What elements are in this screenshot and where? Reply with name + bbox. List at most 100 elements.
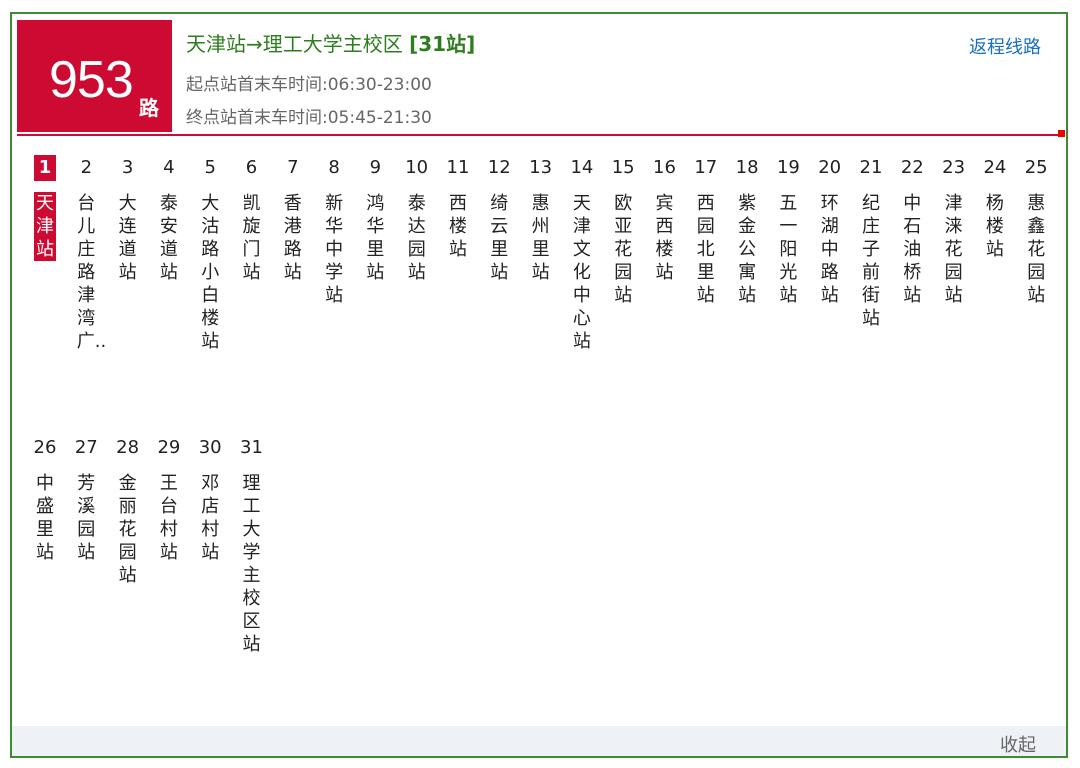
stop-number: 5	[204, 157, 216, 178]
stop-number: 2	[80, 157, 93, 178]
stop-number: 13	[529, 157, 553, 178]
stop-number: 7	[287, 157, 299, 178]
collapse-button[interactable]: 收起	[1000, 735, 1036, 756]
stop-name: 五一阳光站	[779, 193, 798, 306]
stop-name: 凯旋门站	[242, 193, 261, 283]
stop-item[interactable]: 31 理工大学主校区站	[232, 435, 272, 656]
stop-item[interactable]: 20 环湖中路站	[810, 155, 850, 307]
stop-item[interactable]: 22 中石油桥站	[892, 155, 932, 307]
stop-item[interactable]: 30 邓店村站	[190, 435, 230, 564]
stop-name: 紫金公寓站	[738, 193, 757, 306]
stop-number: 10	[405, 157, 429, 178]
stop-number: 25	[1024, 157, 1048, 178]
stop-number: 1	[34, 155, 56, 181]
stop-name: 泰达园站	[407, 193, 426, 283]
stop-name: 芳溪园站	[77, 473, 96, 563]
stop-number: 3	[121, 157, 134, 178]
stop-item[interactable]: 6 凯旋门站	[232, 155, 272, 284]
stop-name: 津涞花园站	[944, 193, 963, 306]
stop-item[interactable]: 2 台儿庄路津湾广..	[66, 155, 106, 353]
stop-item[interactable]: 27 芳溪园站	[66, 435, 106, 564]
stop-item[interactable]: 26 中盛里站	[25, 435, 65, 564]
stop-item[interactable]: 17 西园北里站	[686, 155, 726, 307]
stop-number: 22	[900, 157, 924, 178]
stop-number: 8	[328, 157, 340, 178]
stop-item[interactable]: 7 香港路站	[273, 155, 313, 284]
stop-item[interactable]: 29 王台村站	[149, 435, 189, 564]
stop-number: 17	[694, 157, 718, 178]
end-times: 终点站首末车时间:05:45-21:30	[186, 108, 432, 128]
stop-name: 大沽路小白楼站	[201, 193, 220, 352]
divider-marker	[1058, 130, 1065, 137]
stop-item[interactable]: 21 纪庄子前街站	[851, 155, 891, 330]
stop-number: 29	[157, 437, 181, 458]
stop-name: 纪庄子前街站	[862, 193, 880, 329]
stop-name: 鸿华里站	[366, 193, 385, 283]
stop-item[interactable]: 11 西楼站	[438, 155, 478, 261]
stop-number: 14	[570, 157, 594, 178]
stop-item[interactable]: 9 鸿华里站	[355, 155, 395, 284]
stop-number: 6	[245, 157, 258, 178]
stop-number: 30	[198, 437, 222, 458]
stop-number: 31	[240, 437, 263, 458]
start-times: 起点站首末车时间:06:30-23:00	[186, 75, 432, 95]
route-direction: 天津站→理工大学主校区	[186, 32, 403, 56]
stop-number: 16	[653, 157, 676, 178]
stop-name: 台儿庄路津湾广..	[76, 193, 107, 352]
route-panel	[10, 12, 1068, 758]
stop-number: 18	[735, 157, 759, 178]
stop-number: 27	[74, 437, 98, 458]
stop-item[interactable]: 10 泰达园站	[397, 155, 437, 284]
stop-item[interactable]: 4 泰安道站	[149, 155, 189, 284]
stop-name: 中盛里站	[36, 473, 54, 563]
return-route-link[interactable]: 返程线路	[969, 37, 1041, 58]
stop-name: 天津站	[34, 192, 56, 261]
footer-bar: 收起	[12, 726, 1066, 756]
stop-name: 王台村站	[159, 473, 178, 563]
stop-name: 金丽花园站	[118, 473, 137, 586]
stop-number: 19	[776, 157, 800, 178]
stop-name: 香港路站	[283, 193, 302, 283]
stop-number: 26	[33, 437, 57, 458]
stop-number: 23	[942, 157, 966, 178]
stop-name: 理工大学主校区站	[242, 473, 261, 655]
stop-name: 宾西楼站	[655, 193, 674, 283]
stop-item[interactable]: 28 金丽花园站	[108, 435, 148, 587]
divider	[17, 134, 1063, 136]
stop-name: 新华中学站	[325, 193, 344, 306]
stop-name: 邓店村站	[201, 473, 220, 563]
stop-item[interactable]: 14 天津文化中心站	[562, 155, 602, 353]
stop-item[interactable]: 15 欧亚花园站	[603, 155, 643, 307]
stop-item[interactable]: 5 大沽路小白楼站	[190, 155, 230, 353]
stop-number: 24	[983, 157, 1007, 178]
stop-number: 20	[818, 157, 842, 178]
stop-name: 欧亚花园站	[614, 193, 633, 306]
stop-count: [31站]	[409, 32, 476, 56]
stop-number: 12	[487, 157, 511, 178]
stop-item[interactable]: 19 五一阳光站	[768, 155, 808, 307]
stop-name: 环湖中路站	[820, 193, 839, 306]
stop-item[interactable]: 8 新华中学站	[314, 155, 354, 307]
stop-item[interactable]: 13 惠州里站	[521, 155, 561, 284]
stop-number: 11	[446, 157, 470, 178]
stop-name: 中石油桥站	[903, 193, 922, 306]
stop-item[interactable]: 3 大连道站	[108, 155, 148, 284]
stop-item[interactable]: 12 绮云里站	[479, 155, 519, 284]
stop-item[interactable]: 25 惠鑫花园站	[1016, 155, 1056, 307]
route-suffix: 路	[139, 96, 159, 120]
stop-item[interactable]: 23 津涞花园站	[934, 155, 974, 307]
route-title: 天津站→理工大学主校区 [31站]	[186, 28, 475, 57]
stop-name: 惠州里站	[531, 193, 550, 283]
stop-number: 4	[163, 157, 175, 178]
stop-name: 大连道站	[118, 193, 137, 283]
stop-item[interactable]: 1 天津站	[25, 155, 65, 261]
stop-name: 泰安道站	[159, 193, 178, 283]
route-badge: 953 路	[17, 20, 172, 132]
stop-name: 绮云里站	[490, 193, 509, 283]
stop-item[interactable]: 24 杨楼站	[975, 155, 1015, 261]
stop-item[interactable]: 18 紫金公寓站	[727, 155, 767, 307]
stop-number: 9	[369, 157, 382, 178]
stop-name: 杨楼站	[985, 193, 1004, 260]
stop-item[interactable]: 16 宾西楼站	[645, 155, 685, 284]
stop-number: 15	[611, 157, 635, 178]
